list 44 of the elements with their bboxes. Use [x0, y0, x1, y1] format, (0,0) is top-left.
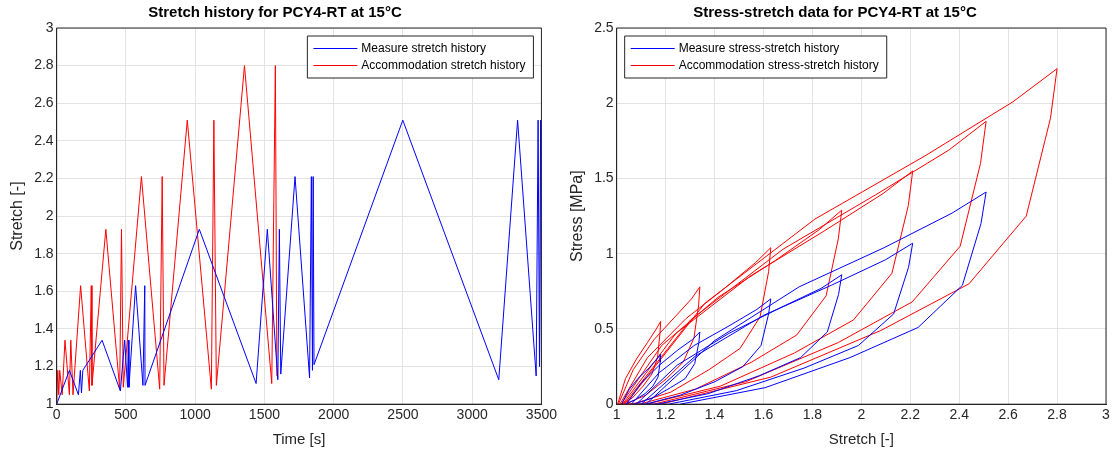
- y-tick-label: 1.8: [34, 244, 54, 261]
- y-tick-label: 1.4: [34, 319, 54, 336]
- y-tick-label: 1.5: [594, 169, 614, 186]
- y-tick-label: 2.8: [34, 56, 54, 73]
- y-tick-label: 1: [45, 395, 54, 412]
- x-tick-label: 1500: [248, 406, 281, 423]
- legend-label: Measure stretch history: [361, 40, 487, 55]
- y-tick-label: 2: [45, 206, 54, 223]
- legend-label: Accommodation stretch history: [361, 57, 526, 72]
- chart-title: Stress-stretch data for PCY4-RT at 15°C: [693, 3, 977, 21]
- y-tick-label: 0.5: [594, 319, 614, 336]
- y-tick-label: 2.2: [34, 169, 54, 186]
- y-tick-label: 2: [605, 94, 614, 111]
- y-tick-label: 1.2: [34, 357, 54, 374]
- x-tick-label: 2000: [318, 406, 350, 423]
- x-tick-label: 3500: [525, 406, 558, 423]
- y-axis-title: Stress [MPa]: [568, 170, 586, 262]
- x-tick-label: 2: [857, 406, 866, 423]
- x-tick-label: 1000: [179, 406, 211, 423]
- legend-label: Accommodation stress-stretch history: [678, 57, 879, 72]
- x-tick-label: 2.2: [900, 406, 921, 423]
- x-tick-label: 2.4: [949, 406, 970, 423]
- y-tick-label: 2.6: [34, 94, 54, 111]
- x-tick-label: 2.6: [998, 406, 1019, 423]
- x-tick-label: 3000: [456, 406, 488, 423]
- legend-label: Measure stress-stretch history: [678, 40, 840, 55]
- x-tick-label: 1.4: [704, 406, 725, 423]
- x-tick-label: 2500: [387, 406, 419, 423]
- y-tick-label: 1.6: [34, 282, 54, 299]
- x-tick-label: 1.8: [802, 406, 823, 423]
- x-tick-label: 3: [1102, 406, 1111, 423]
- x-tick-label: 1.2: [655, 406, 676, 423]
- chart-title: Stretch history for PCY4-RT at 15°C: [148, 3, 402, 21]
- y-axis-title: Stretch [-]: [8, 181, 26, 251]
- y-tick-label: 1: [605, 244, 614, 261]
- y-tick-label: 0: [605, 395, 614, 412]
- x-axis-title: Stretch [-]: [828, 430, 894, 448]
- x-axis-title: Time [s]: [272, 430, 326, 448]
- y-tick-label: 3: [45, 18, 54, 35]
- x-tick-label: 2.8: [1047, 406, 1068, 423]
- y-tick-label: 2.5: [594, 18, 614, 35]
- x-tick-label: 500: [114, 406, 138, 423]
- x-tick-label: 1.6: [753, 406, 774, 423]
- y-tick-label: 2.4: [34, 131, 54, 148]
